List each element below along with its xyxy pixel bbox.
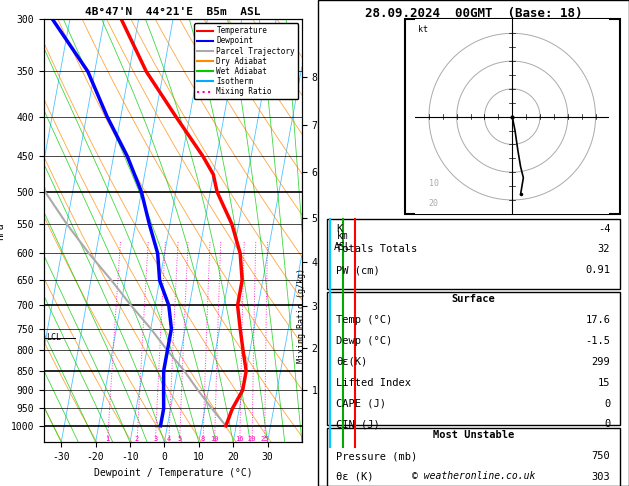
Y-axis label: km
ASL: km ASL: [334, 231, 352, 252]
Text: kt: kt: [418, 25, 428, 34]
Text: 25: 25: [260, 436, 269, 442]
Bar: [327, 292, 620, 425]
Bar: [327, 428, 620, 486]
Text: LCL: LCL: [46, 333, 61, 342]
Text: 0.91: 0.91: [586, 265, 610, 276]
Legend: Temperature, Dewpoint, Parcel Trajectory, Dry Adiabat, Wet Adiabat, Isotherm, Mi: Temperature, Dewpoint, Parcel Trajectory…: [194, 23, 298, 99]
Text: Most Unstable: Most Unstable: [433, 430, 514, 440]
Text: Surface: Surface: [452, 294, 495, 304]
Text: θε(K): θε(K): [337, 357, 367, 367]
Bar: [327, 219, 620, 289]
Text: 17.6: 17.6: [586, 315, 610, 325]
Text: 1: 1: [106, 436, 109, 442]
Text: 0: 0: [604, 419, 610, 430]
Text: 5: 5: [177, 436, 182, 442]
Text: © weatheronline.co.uk: © weatheronline.co.uk: [411, 471, 535, 482]
Text: 299: 299: [591, 357, 610, 367]
Text: Dewp (°C): Dewp (°C): [337, 336, 392, 346]
Text: 10: 10: [210, 436, 219, 442]
Text: 16: 16: [236, 436, 244, 442]
Text: 20: 20: [429, 198, 439, 208]
Bar: [405, 19, 620, 214]
Text: 2: 2: [135, 436, 139, 442]
Text: Pressure (mb): Pressure (mb): [337, 451, 418, 461]
Text: Lifted Index: Lifted Index: [337, 378, 411, 388]
Text: 10: 10: [429, 179, 439, 188]
Text: 750: 750: [591, 451, 610, 461]
Text: Totals Totals: Totals Totals: [337, 244, 418, 255]
Text: 4: 4: [167, 436, 171, 442]
Text: 28.09.2024  00GMT  (Base: 18): 28.09.2024 00GMT (Base: 18): [365, 7, 582, 20]
Text: 15: 15: [598, 378, 610, 388]
Text: 32: 32: [598, 244, 610, 255]
Text: CAPE (J): CAPE (J): [337, 399, 386, 409]
Text: -4: -4: [598, 224, 610, 234]
Text: PW (cm): PW (cm): [337, 265, 380, 276]
Text: 8: 8: [201, 436, 205, 442]
Text: 0: 0: [604, 399, 610, 409]
Text: Mixing Ratio (g/kg): Mixing Ratio (g/kg): [298, 268, 306, 364]
Text: -1.5: -1.5: [586, 336, 610, 346]
Text: CIN (J): CIN (J): [337, 419, 380, 430]
Text: 3: 3: [153, 436, 157, 442]
X-axis label: Dewpoint / Temperature (°C): Dewpoint / Temperature (°C): [94, 468, 252, 478]
Text: 20: 20: [248, 436, 257, 442]
Text: Temp (°C): Temp (°C): [337, 315, 392, 325]
Text: K: K: [337, 224, 343, 234]
Text: θε (K): θε (K): [337, 472, 374, 482]
Text: 303: 303: [591, 472, 610, 482]
Y-axis label: hPa: hPa: [0, 222, 5, 240]
Title: 4B°47'N  44°21'E  B5m  ASL: 4B°47'N 44°21'E B5m ASL: [85, 7, 261, 17]
